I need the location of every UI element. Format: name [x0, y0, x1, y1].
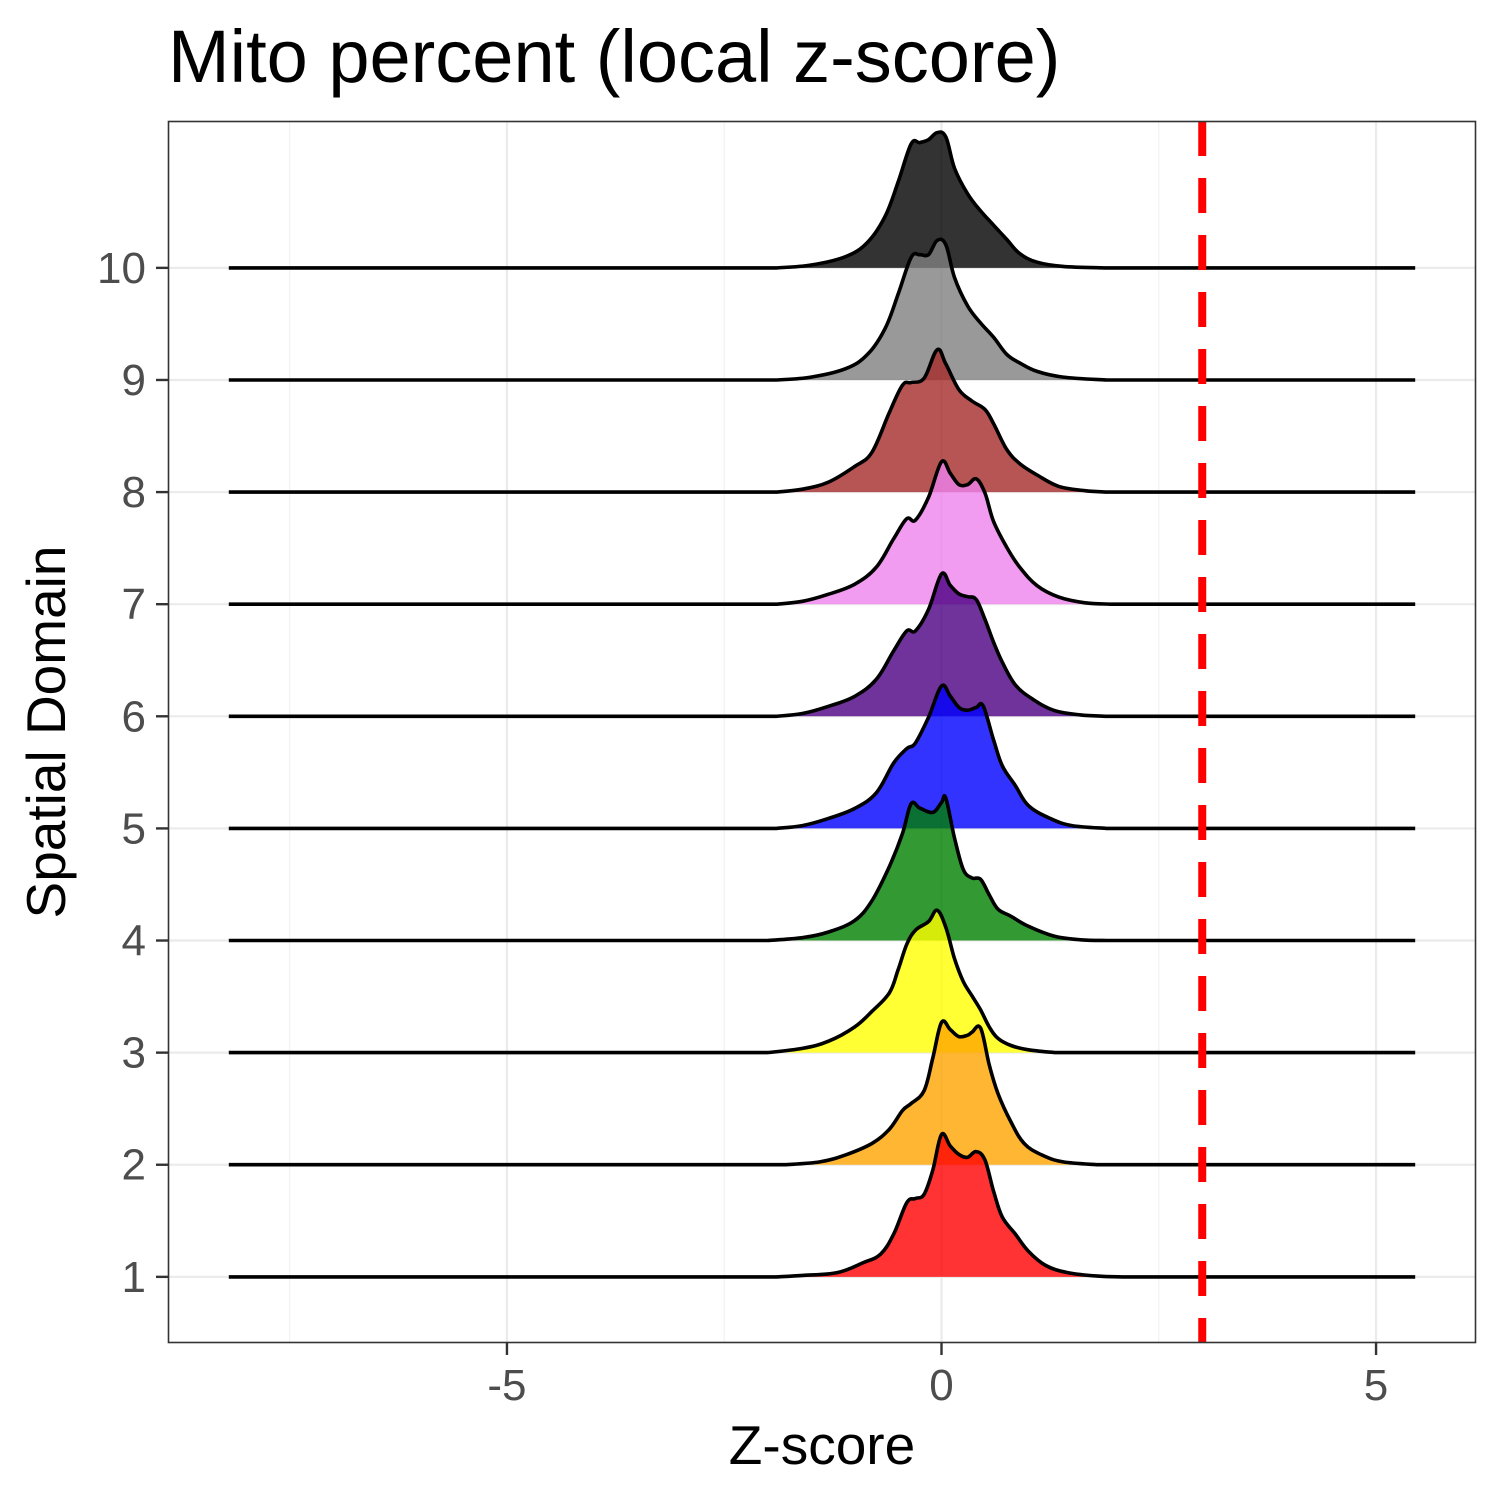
ridge-domain-7 — [228, 459, 1416, 606]
ridge-domain-2 — [228, 1019, 1416, 1167]
ridge-outline-domain-6 — [228, 571, 1416, 719]
y-tick-label: 5 — [122, 804, 146, 853]
ridge-domain-9 — [228, 237, 1416, 382]
y-axis: 1 2 3 4 5 6 7 8 9 10 — [97, 244, 168, 1302]
y-tick-label: 7 — [122, 580, 146, 629]
y-tick-label: 2 — [122, 1141, 146, 1190]
ridge-fill-domain-2 — [785, 1020, 1098, 1165]
ridge-domain-6 — [228, 571, 1416, 719]
ridge-fill-domain-7 — [776, 460, 1111, 605]
y-tick-label: 10 — [97, 244, 146, 293]
ridge-outline-domain-9 — [228, 237, 1416, 382]
y-axis-title: Spatial Domain — [15, 546, 77, 919]
y-tick-label: 1 — [122, 1253, 146, 1302]
ridge-domain-4 — [228, 793, 1416, 943]
x-tick-label: 5 — [1364, 1361, 1388, 1410]
ridge-fill-domain-6 — [776, 572, 1107, 717]
ridge-domain-3 — [228, 908, 1416, 1055]
ridge-outline-domain-1 — [228, 1131, 1416, 1279]
chart-title: Mito percent (local z-score) — [168, 15, 1060, 98]
ridge-domain-8 — [228, 347, 1416, 494]
y-tick-label: 6 — [122, 692, 146, 741]
ridge-outline-domain-4 — [228, 793, 1416, 943]
ridge-fill-domain-5 — [776, 685, 1107, 829]
ridge-outline-domain-5 — [228, 683, 1416, 831]
ridge-domain-10 — [228, 130, 1416, 270]
x-axis: -5 0 5 — [487, 1343, 1388, 1410]
ridge-fill-domain-9 — [776, 239, 1107, 380]
ridges-layer — [228, 130, 1416, 1279]
panel-border — [167, 120, 1477, 1344]
ridge-fill-domain-4 — [767, 795, 1107, 941]
x-axis-title: Z-score — [729, 1414, 915, 1476]
ridge-outline-domain-3 — [228, 908, 1416, 1055]
x-tick-label: 0 — [929, 1361, 953, 1410]
y-tick-label: 3 — [122, 1029, 146, 1078]
ridge-outline-domain-2 — [228, 1019, 1416, 1167]
y-tick-label: 9 — [122, 356, 146, 405]
x-tick-label: -5 — [487, 1361, 526, 1410]
ridge-domain-1 — [228, 1131, 1416, 1279]
ridge-domain-5 — [228, 683, 1416, 831]
ridge-fill-domain-1 — [776, 1133, 1124, 1277]
ridge-fill-domain-8 — [776, 349, 1107, 493]
ridge-outline-domain-8 — [228, 347, 1416, 494]
y-tick-label: 4 — [122, 917, 146, 966]
ridge-outline-domain-10 — [228, 130, 1416, 270]
y-tick-label: 8 — [122, 468, 146, 517]
ridge-outline-domain-7 — [228, 459, 1416, 606]
ridge-fill-domain-10 — [776, 132, 1107, 268]
